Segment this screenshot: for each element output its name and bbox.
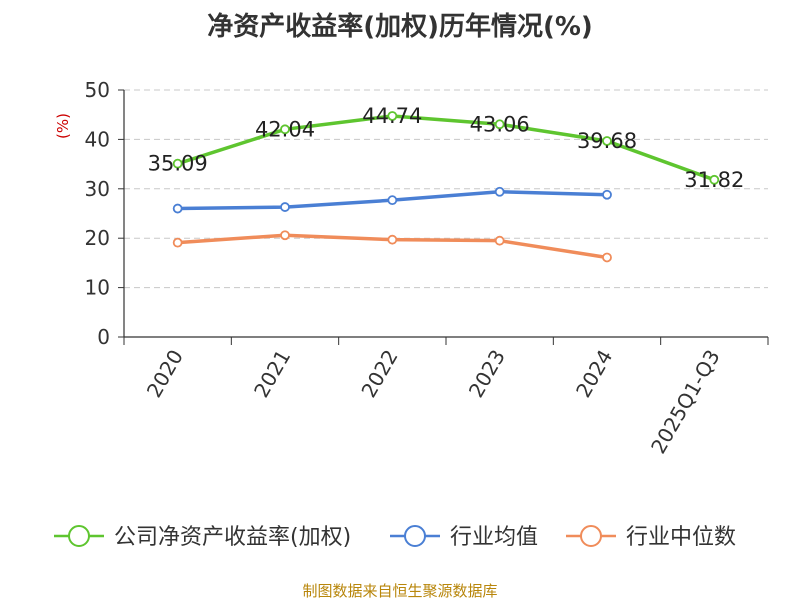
data-point (387, 111, 398, 121)
data-label: 42.04 (255, 117, 315, 141)
legend-marker (580, 525, 602, 547)
data-label: 43.06 (470, 112, 530, 136)
data-point (494, 186, 505, 197)
x-tick-label: 2020 (142, 346, 188, 402)
legend-label: 公司净资产收益率(加权) (114, 525, 351, 550)
data-point (280, 202, 290, 212)
chart-title: 净资产收益率(加权)历年情况(%) (207, 12, 593, 42)
data-point (172, 237, 183, 248)
data-label: 39.68 (577, 129, 637, 153)
data-point (494, 235, 505, 246)
legend-marker (404, 525, 426, 547)
y-tick-label: 30 (85, 177, 110, 201)
legend-label: 行业均值 (450, 525, 538, 550)
data-point (280, 124, 290, 135)
legend-label: 行业中位数 (626, 525, 736, 550)
y-tick-label: 0 (97, 325, 110, 349)
x-tick-label: 2021 (249, 346, 295, 402)
source-note: 制图数据来自恒生聚源数据库 (302, 582, 498, 600)
data-point (172, 203, 183, 214)
data-point (387, 195, 398, 206)
x-tick-label: 2025Q1-Q3 (646, 346, 725, 458)
data-point (387, 234, 398, 245)
data-point (172, 158, 183, 169)
data-point (602, 136, 612, 146)
y-tick-label: 20 (85, 226, 110, 250)
series-line (177, 114, 715, 182)
data-label: 31.82 (684, 168, 744, 192)
y-tick-label: 50 (85, 78, 110, 102)
x-tick-label: 2024 (571, 346, 617, 402)
data-point (602, 252, 612, 263)
legend-marker (68, 525, 90, 547)
data-point (602, 189, 612, 200)
y-tick-label: 10 (85, 276, 110, 300)
data-label: 35.09 (148, 152, 208, 176)
y-axis-label: (%) (54, 113, 72, 139)
data-point (709, 174, 720, 185)
data-point (280, 230, 290, 241)
data-label: 44.74 (362, 104, 422, 128)
x-tick-label: 2022 (356, 346, 402, 402)
data-point (494, 119, 505, 130)
y-tick-label: 40 (85, 127, 110, 151)
x-tick-label: 2023 (464, 345, 510, 401)
